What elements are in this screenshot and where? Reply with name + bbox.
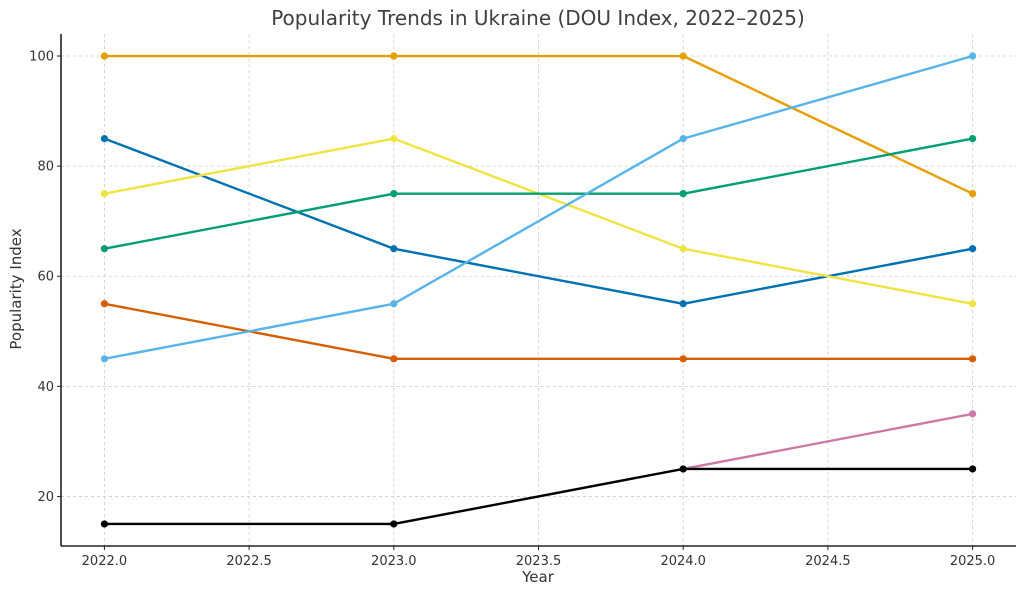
series-vermillion-point: [390, 355, 398, 363]
series-black: [100, 465, 977, 528]
series-layer: [100, 52, 977, 528]
series-vermillion-point: [100, 300, 109, 308]
x-tick-label: 2023.5: [516, 554, 562, 569]
series-vermillion-point: [679, 355, 687, 363]
series-skyblue-point: [968, 52, 977, 60]
series-blue-point: [679, 300, 687, 308]
y-tick-label: 80: [37, 160, 54, 175]
grid: [61, 34, 1016, 546]
y-tick-label: 100: [29, 50, 54, 65]
series-orange-point: [968, 190, 977, 198]
series-orange-point: [100, 52, 109, 60]
series-skyblue-point: [390, 300, 398, 308]
series-black-point: [968, 465, 977, 473]
series-yellow-point: [679, 245, 687, 253]
series-orange-point: [390, 52, 398, 60]
x-axis-label: Year: [521, 568, 555, 586]
series-green-point: [679, 190, 687, 198]
x-tick-label: 2022.5: [226, 554, 272, 569]
series-skyblue-point: [679, 135, 687, 143]
series-blue-point: [968, 245, 977, 253]
series-black-point: [100, 520, 109, 528]
series-blue-point: [390, 245, 398, 253]
series-orange-point: [679, 52, 687, 60]
y-tick-label: 40: [37, 380, 54, 395]
series-black-point: [679, 465, 687, 473]
y-axis-label: Popularity Index: [7, 228, 25, 349]
x-tick-label: 2022.0: [82, 554, 128, 569]
series-black-point: [390, 520, 398, 528]
series-vermillion-point: [968, 355, 977, 363]
series-yellow-point: [968, 300, 977, 308]
x-tick-label: 2024.0: [660, 554, 706, 569]
series-green-point: [968, 135, 977, 143]
y-tick-label: 60: [37, 270, 54, 285]
x-tick-label: 2023.0: [371, 554, 417, 569]
series-green-point: [390, 190, 398, 198]
y-tick-label: 20: [37, 490, 54, 505]
x-tick-label: 2025.0: [950, 554, 996, 569]
x-tick-label: 2024.5: [805, 554, 851, 569]
series-orange: [100, 52, 977, 198]
series-pink-point: [968, 410, 977, 418]
series-orange-line: [104, 54, 974, 195]
series-skyblue-point: [100, 355, 109, 363]
series-skyblue: [100, 52, 977, 363]
series-skyblue-line: [104, 54, 973, 360]
series-green-point: [100, 245, 109, 253]
series-green-line: [104, 137, 973, 250]
series-yellow-point: [100, 190, 109, 198]
series-black-line: [104, 467, 973, 526]
chart-title: Popularity Trends in Ukraine (DOU Index,…: [271, 6, 805, 30]
series-pink-line: [682, 412, 973, 471]
axes: 2022.0 2022.5 2023.0 2023.5 2024.0 2024.5 2025…: [29, 34, 1016, 569]
series-yellow-point: [390, 135, 398, 143]
series-blue-point: [100, 135, 109, 143]
series-green: [100, 135, 977, 253]
